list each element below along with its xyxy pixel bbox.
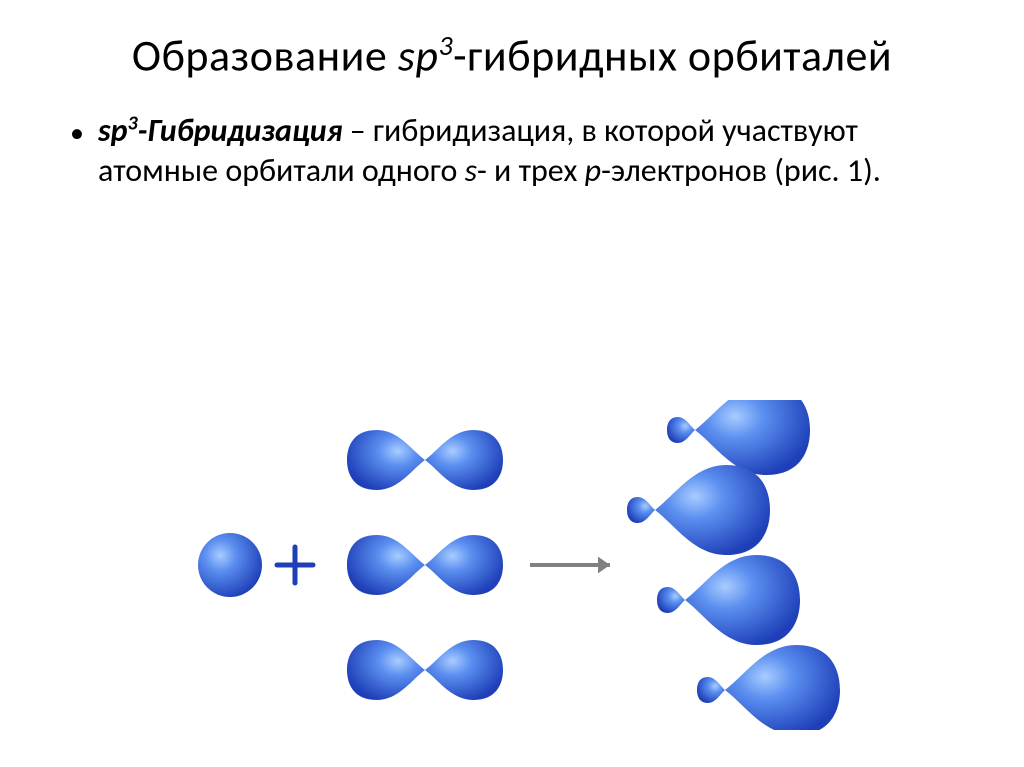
term-base: sp — [98, 111, 128, 150]
rest-2: -электронов (рис. 1). — [601, 151, 881, 190]
title-post: -гибридных орбиталей — [453, 29, 892, 83]
bullet-content: sp3-Гибридизация – гибридизация, в котор… — [98, 111, 924, 191]
term-tail: -Гибридизация — [138, 111, 343, 150]
bullet-dot: • — [70, 113, 84, 152]
slide: Образование sp3-гибридных орбиталей • sp… — [0, 0, 1024, 767]
italic-s: s — [465, 151, 477, 190]
orbital-svg — [180, 400, 880, 730]
title-pre: Образование — [132, 29, 398, 83]
bullet-item: • sp3-Гибридизация – гибридизация, в кот… — [70, 111, 924, 191]
title-symbol-base: sp — [398, 29, 439, 83]
term: sp3-Гибридизация — [98, 111, 343, 150]
orbital-diagram — [180, 400, 880, 730]
italic-p: p — [585, 151, 601, 190]
title-symbol-sup: 3 — [438, 28, 453, 63]
body-text: • sp3-Гибридизация – гибридизация, в кот… — [70, 111, 964, 191]
term-sup: 3 — [127, 112, 137, 136]
slide-title: Образование sp3-гибридных орбиталей — [60, 30, 964, 81]
mid: - и трех — [477, 151, 585, 190]
